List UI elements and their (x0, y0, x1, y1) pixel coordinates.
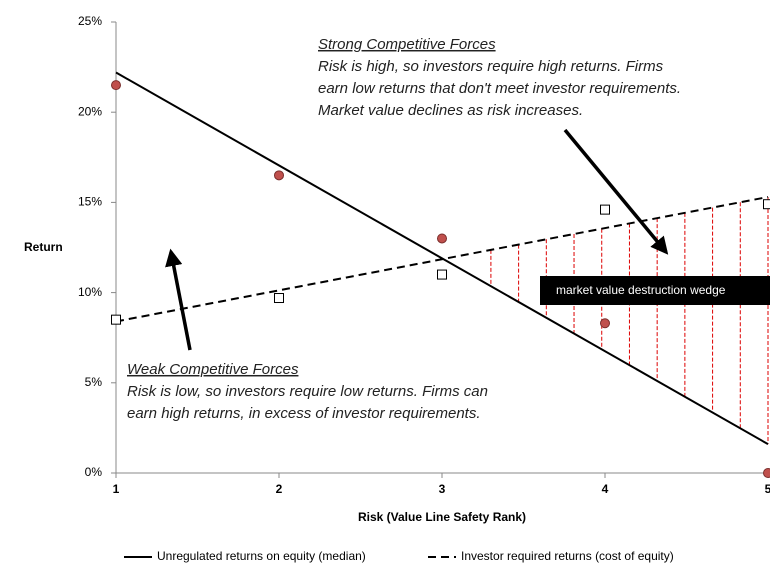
point (763, 199, 770, 210)
y-tick-label: 0% (85, 465, 103, 479)
point (274, 170, 284, 181)
wedge-label-box (540, 276, 770, 305)
y-tick-label: 20% (78, 104, 102, 118)
x-tick-label: 4 (602, 482, 609, 496)
annotation-title: Weak Competitive Forces (127, 361, 299, 378)
annotation-text: earn high returns, in excess of investor… (127, 405, 481, 422)
arrow (165, 248, 192, 351)
point (600, 204, 610, 215)
point (111, 80, 121, 91)
annotation-text: Risk is low, so investors require low re… (127, 383, 488, 400)
point (763, 468, 770, 478)
y-tick-label: 10% (78, 285, 102, 299)
x-tick-label: 2 (276, 482, 283, 496)
arrow (563, 128, 669, 255)
trend-line (115, 196, 769, 323)
point (437, 233, 447, 244)
point (600, 318, 610, 329)
y-tick-label: 5% (85, 375, 103, 389)
x-tick-label: 5 (765, 482, 770, 496)
wedge-hatch (490, 196, 769, 445)
y-tick-label: 25% (78, 14, 102, 28)
legend-label: Investor required returns (cost of equit… (461, 549, 674, 563)
annotation-title: Strong Competitive Forces (318, 36, 496, 53)
wedge-label: market value destruction wedge (556, 283, 726, 297)
x-tick-label: 3 (439, 482, 446, 496)
x-tick-label: 1 (113, 482, 120, 496)
point (274, 293, 284, 304)
annotation-text: Risk is high, so investors require high … (318, 58, 664, 75)
annotation-text: earn low returns that don't meet investo… (318, 80, 681, 97)
legend-label: Unregulated returns on equity (median) (157, 549, 366, 563)
y-tick-label: 15% (78, 195, 102, 209)
point (437, 269, 447, 280)
point (111, 314, 121, 325)
x-axis-label: Risk (Value Line Safety Rank) (358, 510, 526, 524)
y-axis-label: Return (24, 240, 63, 254)
annotation-text: Market value declines as risk increases. (318, 102, 583, 119)
